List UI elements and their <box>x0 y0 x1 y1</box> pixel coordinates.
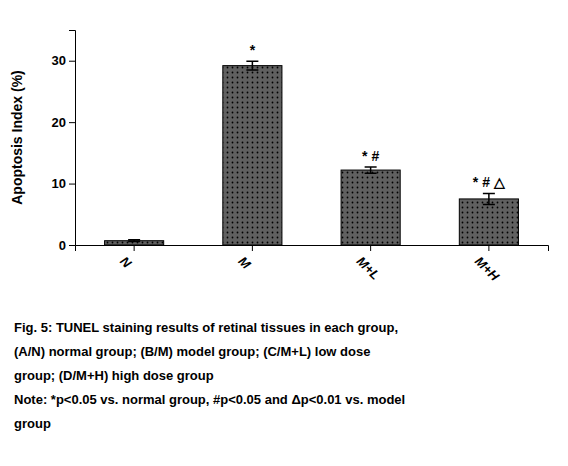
annotation: * <box>250 42 256 58</box>
tick-mark <box>69 61 75 62</box>
caption-line: group <box>14 416 51 431</box>
tick-mark <box>69 184 75 185</box>
tick-mark <box>252 245 253 251</box>
tick-label: 20 <box>52 115 66 130</box>
y-axis: 0 10 20 30 <box>52 31 76 253</box>
x-tick: M <box>235 245 254 272</box>
tick-mark <box>370 245 371 251</box>
annotation: * # <box>362 148 379 164</box>
axis-line <box>69 31 76 246</box>
tick-mark <box>69 245 75 246</box>
bar <box>341 170 400 245</box>
x-axis: N M M+L M+H <box>76 245 549 284</box>
marks <box>105 61 519 245</box>
error-bar <box>483 193 495 204</box>
tick-label: M <box>235 253 254 272</box>
plot: N M M+L M+H 0 10 20 30 * * # * # △ <box>52 31 549 285</box>
tick-label: 10 <box>52 176 66 191</box>
tick-mark <box>488 245 489 251</box>
y-tick: 30 <box>52 53 75 68</box>
chart: N M M+L M+H 0 10 20 30 * * # * # △ Apoptosis Index … <box>0 0 568 466</box>
x-tick: M+L <box>354 245 383 283</box>
tick-label: N <box>117 253 135 271</box>
bar <box>459 199 518 245</box>
error-bar <box>365 167 377 173</box>
x-tick: N <box>117 245 135 271</box>
y-tick: 0 <box>59 238 75 253</box>
caption: Fig. 5: TUNEL staining results of retina… <box>14 320 405 431</box>
y-tick: 20 <box>52 115 75 130</box>
y-axis-title: Apoptosis Index (%) <box>9 70 25 205</box>
error-bar <box>246 61 258 70</box>
caption-line: Fig. 5: TUNEL staining results of retina… <box>14 320 398 335</box>
tick-label: 0 <box>59 238 66 253</box>
tick-mark <box>134 245 135 251</box>
annotation: * # △ <box>473 174 506 190</box>
tick-label: M+L <box>354 253 383 282</box>
caption-line: (A/N) normal group; (B/M) model group; (… <box>14 344 370 359</box>
tick-mark <box>69 122 75 123</box>
x-tick: M+H <box>472 245 503 284</box>
caption-line: Note: *p<0.05 vs. normal group, #p<0.05 … <box>14 392 405 407</box>
axis-line <box>76 246 549 252</box>
tick-label: 30 <box>52 53 66 68</box>
bar <box>223 66 282 245</box>
bar <box>105 241 164 245</box>
error-bar <box>128 240 140 242</box>
y-tick: 10 <box>52 176 75 191</box>
tick-label: M+H <box>472 253 503 284</box>
caption-line: group; (D/M+H) high dose group <box>14 368 214 383</box>
